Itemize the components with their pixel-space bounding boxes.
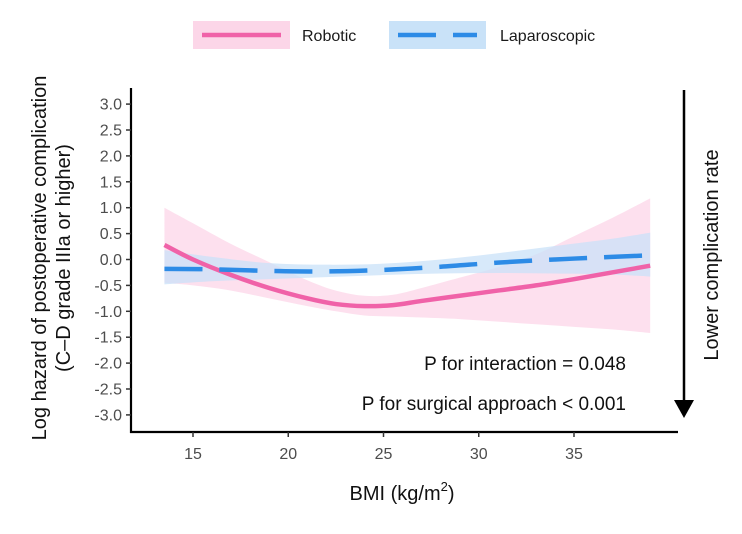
y-tick-label: -2.5 <box>94 382 122 399</box>
x-tick-label: 30 <box>470 446 488 463</box>
lower-complication-arrow: Lower complication rate <box>674 90 723 418</box>
y-tick-label: 2.0 <box>100 148 122 165</box>
arrow-head-icon <box>674 400 694 418</box>
y-axis-title-line1: Log hazard of postoperative complication <box>29 76 51 441</box>
y-tick-label: 3.0 <box>100 97 122 114</box>
y-tick-label: 0.0 <box>100 252 122 269</box>
legend: Robotic Laparoscopic <box>193 21 595 49</box>
band-robotic <box>164 198 651 334</box>
y-tick-label: -1.0 <box>94 304 122 321</box>
x-axis-title-suffix: ) <box>448 483 455 505</box>
y-tick-label: -3.0 <box>94 407 122 424</box>
legend-label-robotic: Robotic <box>302 28 356 45</box>
y-tick-label: 1.5 <box>100 174 122 191</box>
legend-item-robotic: Robotic <box>193 21 356 49</box>
y-ticks: 3.0 2.5 2.0 1.5 1.0 0.5 0.0 -0.5 -1.0 -1.5 -2.0 -2.… <box>94 97 131 424</box>
y-tick-label: 0.5 <box>100 226 122 243</box>
x-axis-title-main: BMI (kg/m <box>349 483 440 505</box>
series-lines <box>163 242 651 309</box>
legend-item-laparoscopic: Laparoscopic <box>389 21 595 49</box>
x-tick-label: 20 <box>279 446 297 463</box>
legend-label-laparoscopic: Laparoscopic <box>500 28 595 45</box>
y-axis-title: Log hazard of postoperative complication… <box>29 76 75 441</box>
x-axis-title: BMI (kg/m2) <box>349 479 454 505</box>
x-tick-label: 15 <box>184 446 202 463</box>
y-tick-label: 1.0 <box>100 200 122 217</box>
arrow-label: Lower complication rate <box>701 149 723 360</box>
annotation-p-surgical-approach: P for surgical approach < 0.001 <box>362 394 626 415</box>
y-tick-label: -1.5 <box>94 330 122 347</box>
x-ticks: 15 20 25 30 35 <box>184 432 583 463</box>
y-tick-label: -2.0 <box>94 356 122 373</box>
y-axis-title-line2: (C–D grade IIIa or higher) <box>53 144 75 372</box>
line-laparoscopic <box>164 253 651 274</box>
x-axis-title-superscript: 2 <box>441 479 448 494</box>
annotation-p-interaction: P for interaction = 0.048 <box>424 354 626 375</box>
y-tick-label: -0.5 <box>94 278 122 295</box>
line-robotic <box>163 242 651 309</box>
x-tick-label: 35 <box>565 446 583 463</box>
confidence-bands <box>164 198 651 334</box>
x-tick-label: 25 <box>375 446 393 463</box>
y-tick-label: 2.5 <box>100 123 122 140</box>
